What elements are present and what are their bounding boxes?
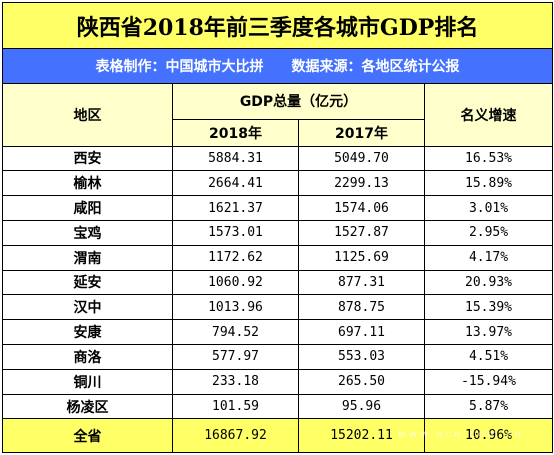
header-growth: 名义增速: [423, 82, 554, 147]
gdp-2017-cell: 2299.13: [298, 170, 425, 197]
header-gdp-total: GDP总量（亿元）: [172, 82, 425, 120]
growth-cell: 15.89%: [423, 170, 554, 197]
region-cell: 咸阳: [2, 195, 173, 221]
growth-cell: 4.17%: [423, 244, 554, 271]
gdp-2018-cell: 1621.37: [172, 195, 299, 221]
producer-label: 表格制作：中国城市大比拼: [95, 59, 264, 76]
table-row: 汉中 1013.96 878.75 15.39%: [2, 294, 554, 321]
gdp-2017-cell: 1527.87: [298, 219, 425, 246]
table-row: 铜川 233.18 265.50 -15.94%: [2, 368, 554, 395]
region-cell: 渭南: [2, 244, 173, 271]
table-title: 陕西省2018年前三季度各城市GDP排名: [1, 1, 554, 50]
source-line: 表格制作：中国城市大比拼 数据来源：各地区统计公报: [1, 48, 554, 84]
source-row: 表格制作：中国城市大比拼 数据来源：各地区统计公报: [1, 48, 554, 84]
total-growth-cell: 10.96%: [423, 418, 554, 453]
header-row-1: 地区 GDP总量（亿元） 名义增速: [2, 82, 554, 147]
header-year-2017: 2017年: [298, 118, 425, 147]
table-row: 渭南 1172.62 1125.69 4.17%: [2, 244, 554, 271]
gdp-2018-cell: 1013.96: [172, 294, 299, 321]
growth-cell: 4.51%: [423, 344, 554, 370]
gdp-2018-cell: 577.97: [172, 344, 299, 370]
gdp-2017-cell: 553.03: [298, 344, 425, 370]
gdp-2017-cell: 878.75: [298, 294, 425, 321]
growth-cell: 15.39%: [423, 294, 554, 321]
region-cell: 杨凌区: [2, 393, 173, 420]
growth-cell: 13.97%: [423, 319, 554, 345]
region-cell: 铜川: [2, 368, 173, 395]
growth-cell: 20.93%: [423, 269, 554, 296]
table-row: 商洛 577.97 553.03 4.51%: [2, 344, 554, 370]
gdp-2017-cell: 265.50: [298, 368, 425, 395]
growth-cell: 2.95%: [423, 219, 554, 246]
gdp-2018-cell: 1060.92: [172, 269, 299, 296]
table-row: 延安 1060.92 877.31 20.93%: [2, 269, 554, 296]
table-row: 榆林 2664.41 2299.13 15.89%: [2, 170, 554, 197]
growth-cell: 3.01%: [423, 195, 554, 221]
region-cell: 安康: [2, 319, 173, 345]
gdp-2018-cell: 2664.41: [172, 170, 299, 197]
watermark: www.ocn.com.cn: [397, 429, 524, 440]
gdp-2017-cell: 95.96: [298, 393, 425, 420]
gdp-2018-cell: 794.52: [172, 319, 299, 345]
data-source-label: 数据来源：各地区统计公报: [291, 59, 460, 76]
title-row: 陕西省2018年前三季度各城市GDP排名: [1, 1, 554, 50]
gdp-2018-cell: 233.18: [172, 368, 299, 395]
gdp-2018-cell: 1172.62: [172, 244, 299, 271]
header-row-2: 2018年 2017年: [3, 118, 553, 147]
total-row: 全省 16867.92 15202.11 10.96%: [2, 418, 554, 453]
total-gdp-2017-cell: 15202.11: [298, 418, 425, 453]
gdp-2017-cell: 1574.06: [298, 195, 425, 221]
table-row: 西安 5884.31 5049.70 16.53%: [2, 145, 554, 172]
gdp-2018-cell: 101.59: [172, 393, 299, 420]
gdp-2018-cell: 5884.31: [172, 145, 299, 172]
header-region: 地区: [2, 82, 173, 147]
gdp-2017-cell: 697.11: [298, 319, 425, 345]
header-year-2018: 2018年: [172, 118, 299, 147]
region-cell: 西安: [2, 145, 173, 172]
region-cell: 汉中: [2, 294, 173, 321]
gdp-2017-cell: 5049.70: [298, 145, 425, 172]
table-row: 安康 794.52 697.11 13.97%: [2, 319, 554, 345]
gdp-2017-cell: 877.31: [298, 269, 425, 296]
region-cell: 商洛: [2, 344, 173, 370]
growth-cell: 16.53%: [423, 145, 554, 172]
total-gdp-2018-cell: 16867.92: [172, 418, 299, 453]
table-row: 咸阳 1621.37 1574.06 3.01%: [2, 195, 554, 221]
region-cell: 榆林: [2, 170, 173, 197]
table-row: 杨凌区 101.59 95.96 5.87%: [2, 393, 554, 420]
region-cell: 延安: [2, 269, 173, 296]
total-region-cell: 全省: [2, 418, 173, 453]
gdp-2017-cell: 1125.69: [298, 244, 425, 271]
region-cell: 宝鸡: [2, 219, 173, 246]
table-row: 宝鸡 1573.01 1527.87 2.95%: [2, 219, 554, 246]
gdp-2018-cell: 1573.01: [172, 219, 299, 246]
growth-cell: 5.87%: [423, 393, 554, 420]
growth-cell: -15.94%: [423, 368, 554, 395]
